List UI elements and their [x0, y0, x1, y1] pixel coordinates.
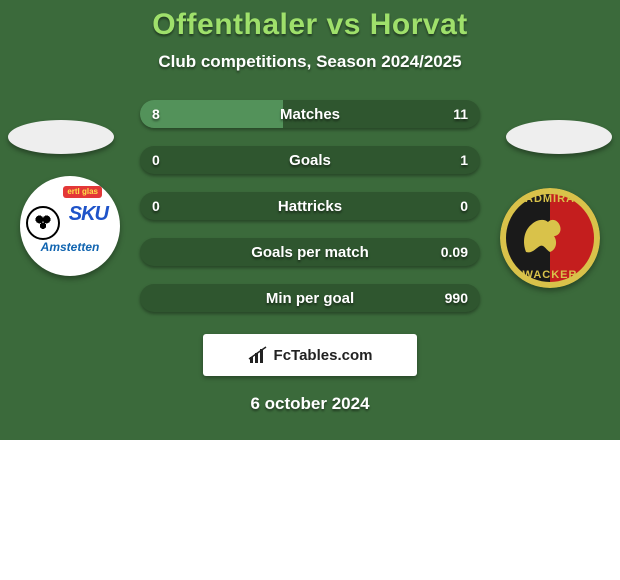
stat-value-left: 0 [152, 198, 160, 214]
badge-sub-text: Amstetten [20, 241, 120, 254]
stat-fill-left [140, 100, 283, 128]
stat-value-right: 11 [453, 106, 468, 122]
stat-label: Goals [289, 152, 331, 169]
brand-box[interactable]: FcTables.com [203, 334, 417, 376]
stat-bar: Goals per match 0.09 [140, 238, 480, 266]
stat-value-right: 0 [460, 198, 468, 214]
lion-rampant-icon [518, 212, 570, 256]
stat-label: Goals per match [251, 244, 369, 261]
stat-value-right: 0.09 [441, 244, 468, 260]
stat-label: Matches [280, 106, 340, 123]
subtitle: Club competitions, Season 2024/2025 [0, 52, 620, 72]
stat-label: Hattricks [278, 198, 342, 215]
stat-value-left: 0 [152, 152, 160, 168]
bar-chart-icon [248, 345, 268, 365]
club-badge-right: ADMIRA WACKER [500, 188, 600, 288]
badge-sponsor-tag: ertl glas [63, 186, 102, 198]
brand-text: FcTables.com [274, 347, 373, 364]
stat-value-right: 1 [460, 152, 468, 168]
badge-main-text: SKU [69, 204, 108, 225]
comparison-card: Offenthaler vs Horvat Club competitions,… [0, 0, 620, 440]
stat-label: Min per goal [266, 290, 354, 307]
stat-value-right: 990 [445, 290, 468, 306]
stat-bar: Min per goal 990 [140, 284, 480, 312]
date-text: 6 october 2024 [0, 394, 620, 414]
stat-bar: 0 Goals 1 [140, 146, 480, 174]
player-photo-left [8, 120, 114, 154]
soccer-ball-icon [26, 206, 60, 240]
page-title: Offenthaler vs Horvat [0, 8, 620, 42]
stat-bar: 0 Hattricks 0 [140, 192, 480, 220]
stat-value-left: 8 [152, 106, 160, 122]
badge-bottom-text: WACKER [500, 270, 600, 282]
player-photo-right [506, 120, 612, 154]
badge-top-text: ADMIRA [500, 194, 600, 206]
stat-bar: 8 Matches 11 [140, 100, 480, 128]
club-badge-left: ertl glas SKU Amstetten [20, 176, 120, 276]
